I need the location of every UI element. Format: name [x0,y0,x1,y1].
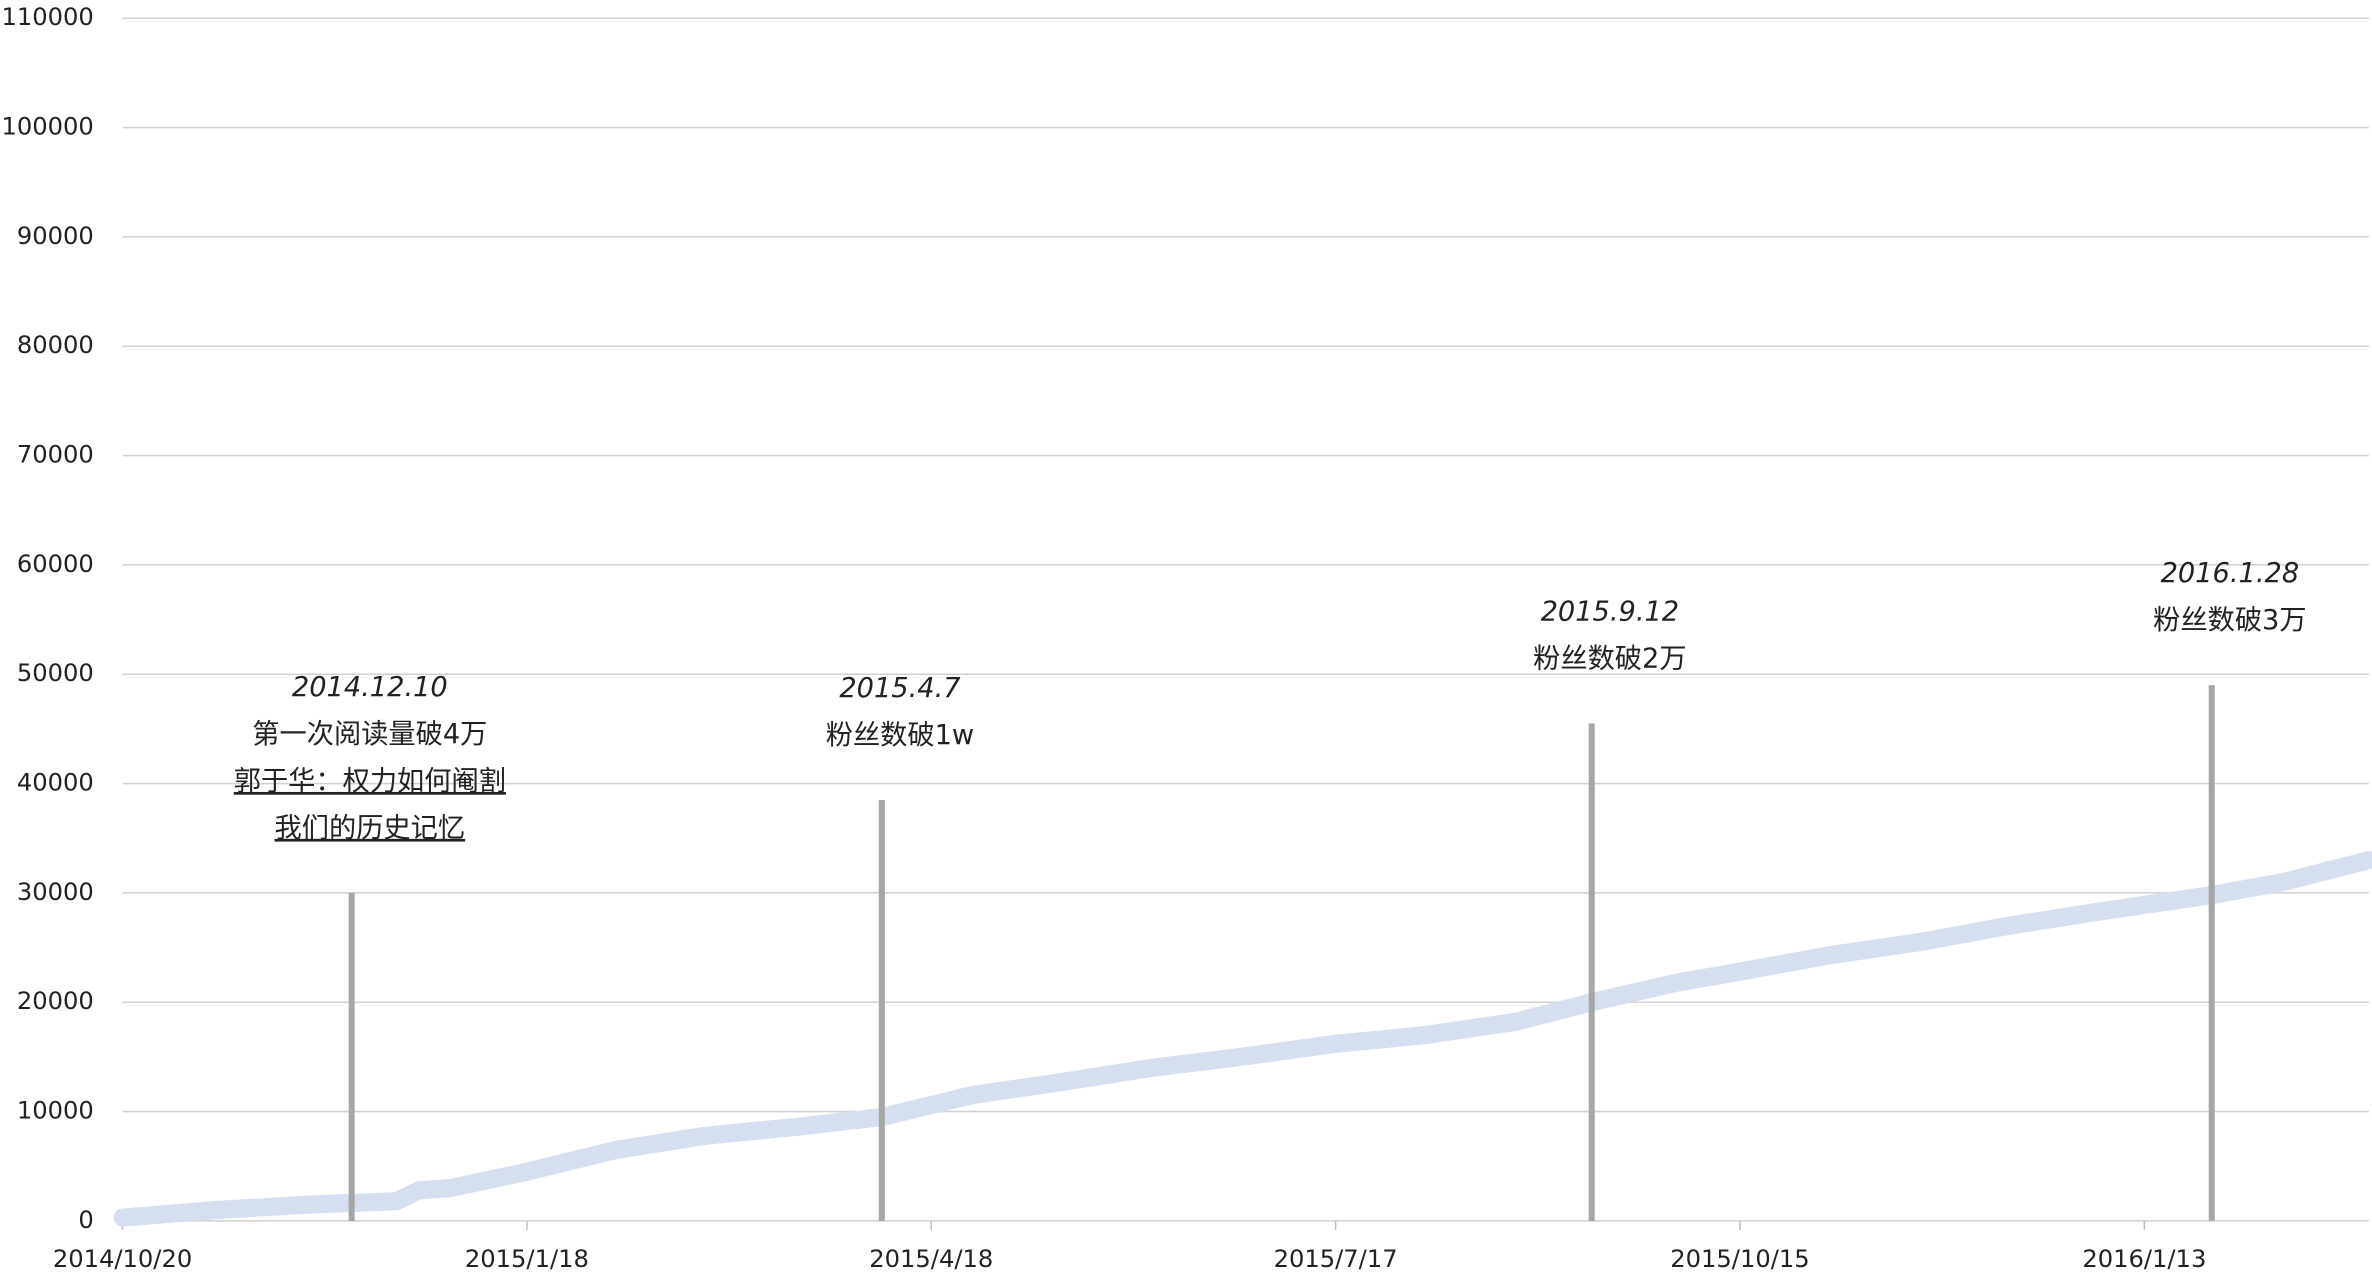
annotation-text: 粉丝数破2万 [1533,643,1686,674]
annotation-date: 2016.1.28 [2161,558,2300,589]
y-tick-label: 70000 [17,441,94,469]
data-line [113,851,2372,1227]
y-tick-label: 110000 [1,3,93,31]
y-tick-label: 0 [78,1206,93,1234]
annotation-text: 粉丝数破3万 [2153,605,2306,636]
annotation-text: 第一次阅读量破4万 [252,719,487,750]
y-tick-label: 50000 [17,659,94,687]
x-tick-label: 2015/10/15 [1670,1245,1809,1273]
y-tick-label: 60000 [17,550,94,578]
y-tick-label: 80000 [17,331,94,359]
annotation-date: 2015.4.7 [839,673,961,704]
annotation-date: 2015.9.12 [1541,597,1680,628]
annotation-text: 郭于华：权力如何阉割 [234,766,506,797]
y-tick-label: 40000 [17,769,94,797]
x-tick-label: 2015/1/18 [465,1245,589,1273]
x-tick-label: 2016/1/13 [2082,1245,2206,1273]
y-tick-label: 90000 [17,222,94,250]
x-tick-label: 2015/7/17 [1274,1245,1398,1273]
x-tick-label: 2015/4/18 [869,1245,993,1273]
annotation-text: 粉丝数破1w [826,720,974,751]
annotation-text: 我们的历史记忆 [275,813,466,844]
y-tick-label: 30000 [17,878,94,906]
y-tick-label: 100000 [1,113,93,141]
annotation-date: 2014.12.10 [292,672,448,703]
y-tick-label: 20000 [17,987,94,1015]
y-tick-label: 10000 [17,1097,94,1125]
x-tick-label: 2014/10/20 [53,1245,192,1273]
